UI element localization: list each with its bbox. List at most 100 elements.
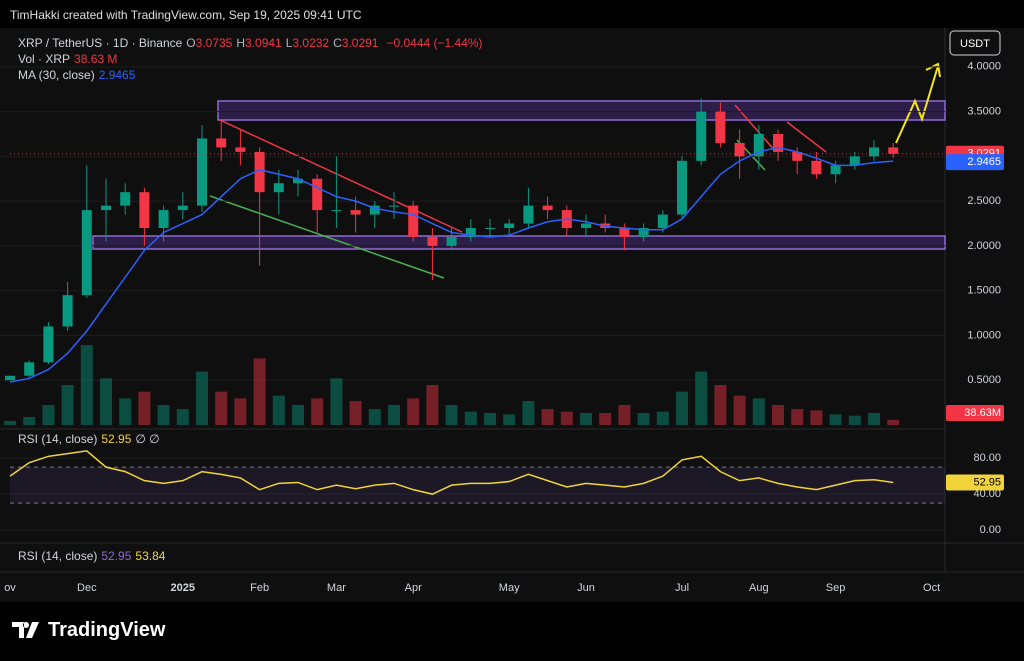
volume-bar: [503, 414, 516, 425]
candle-body: [408, 205, 419, 237]
candle-body: [101, 205, 111, 211]
ma-badge: 2.9465: [967, 156, 1001, 168]
candle-body: [849, 156, 860, 166]
volume-bar: [580, 413, 592, 425]
trend-line: [734, 104, 777, 153]
candle-body: [254, 151, 265, 193]
volume-bar: [772, 405, 784, 425]
rsi-band: [10, 467, 945, 504]
volume-bar: [330, 378, 343, 425]
y-tick-label: 2.5000: [967, 195, 1001, 207]
ohlc-value: 3.0291: [341, 36, 379, 50]
volume-bar: [215, 391, 228, 425]
trend-line: [786, 121, 827, 153]
candle-body: [542, 205, 553, 211]
rsi-alt-name: RSI (14, close): [18, 549, 98, 563]
candle-body: [235, 147, 246, 152]
candle-body: [350, 210, 361, 215]
x-tick-label: Apr: [405, 582, 422, 594]
candle-body: [677, 160, 687, 215]
support-zone: [92, 235, 946, 250]
volume-bar: [695, 371, 708, 425]
ma-name: MA (30, close): [18, 68, 95, 82]
symbol-title: XRP / TetherUS · 1D · Binance: [18, 36, 183, 50]
currency-button[interactable]: USDT: [949, 30, 1001, 56]
attribution: TimHakki created with TradingView.com, S…: [10, 8, 362, 22]
volume-name: Vol · XRP: [18, 52, 71, 66]
resistance-zone: [217, 100, 946, 121]
y-tick-label: 4.0000: [967, 61, 1001, 73]
candle-body: [504, 223, 515, 228]
volume-badge-box: [946, 405, 1004, 421]
volume-bar: [541, 409, 554, 425]
x-tick-label: Jun: [577, 582, 595, 594]
brand-name: TradingView: [48, 619, 166, 641]
candle-body: [369, 205, 380, 215]
currency-label[interactable]: USDT: [960, 38, 990, 50]
candle-body: [888, 147, 899, 154]
candle-body: [638, 228, 649, 237]
volume-bar: [368, 409, 381, 425]
candle-body: [581, 223, 591, 228]
volume-bar: [253, 358, 266, 425]
candle-body: [811, 160, 822, 175]
symbol-legend: XRP / TetherUS · 1D · Binance O3.0735 H3.0…: [18, 36, 487, 50]
volume-legend: Vol · XRP 38.63 M: [18, 52, 121, 66]
volume-bar: [4, 421, 16, 425]
rsi-inputs: ∅ ∅: [135, 432, 160, 446]
volume-bar: [656, 411, 669, 425]
y-tick-label: 0.00: [980, 524, 1001, 536]
trend-line: [219, 119, 463, 233]
volume-bar: [388, 405, 400, 425]
volume-bar: [445, 405, 458, 425]
x-tick-label: Mar: [327, 582, 346, 594]
candle-body: [139, 192, 150, 228]
ma-legend: MA (30, close) 2.9465: [18, 68, 139, 82]
volume-bar: [887, 419, 900, 425]
rsi-alt-value: 52.95: [101, 549, 132, 563]
candle-body: [62, 295, 73, 327]
candle-body: [197, 138, 207, 206]
candle-body: [43, 326, 54, 363]
volume-bar: [61, 385, 74, 425]
arrow-head: [925, 62, 941, 78]
candle-body: [753, 133, 764, 157]
candle-body: [773, 133, 783, 152]
volume-badge: 38.63M: [964, 407, 1001, 419]
y-tick-label: 3.5000: [967, 105, 1001, 117]
candle-body: [427, 236, 438, 246]
rsi-legend: RSI (14, close) 52.95 ∅ ∅: [18, 432, 164, 446]
rsi-badge-box: [946, 474, 1004, 491]
x-tick-label: Jul: [675, 582, 689, 594]
candle-body: [81, 210, 92, 296]
volume-bar: [138, 391, 151, 425]
volume-bar: [272, 395, 285, 425]
volume-bar: [676, 391, 688, 425]
volume-bar: [234, 398, 247, 425]
ohlc-value: 3.0232: [292, 36, 330, 50]
rsi-alt-legend: RSI (14, close) 52.95 53.84: [18, 549, 169, 563]
currency-button-frame[interactable]: [949, 30, 1001, 56]
candle-body: [869, 147, 879, 157]
volume-bar: [157, 405, 170, 425]
rsi-alt-value: 53.84: [135, 549, 166, 563]
candle-body: [389, 205, 399, 207]
volume-bar: [42, 405, 55, 425]
volume-bar: [618, 405, 631, 425]
candle-body: [273, 183, 284, 193]
x-tick-label: Aug: [749, 582, 769, 594]
ohlc-key: C: [333, 36, 342, 50]
volume-bar: [637, 413, 650, 425]
rsi-line: [9, 450, 894, 495]
candle-body: [657, 214, 668, 228]
candle-body: [715, 111, 726, 143]
price-change: −0.0444 (−1.44%): [386, 36, 483, 50]
volume-bar: [810, 410, 823, 425]
candle-body: [696, 111, 707, 161]
candle-body: [465, 228, 476, 237]
ohlc-key: H: [236, 36, 246, 50]
volume-bar: [791, 409, 804, 425]
volume-bar: [176, 409, 189, 425]
